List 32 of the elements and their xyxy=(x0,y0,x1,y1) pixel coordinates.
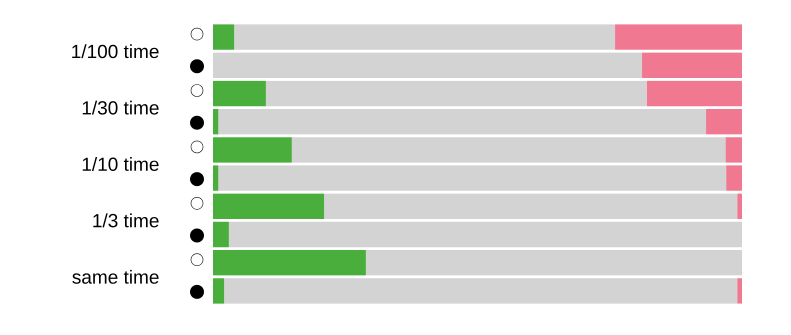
bar xyxy=(213,52,642,78)
bar xyxy=(213,109,218,134)
bar xyxy=(218,109,706,134)
bar xyxy=(642,52,742,78)
bar xyxy=(213,165,218,191)
bar xyxy=(234,24,616,50)
bar xyxy=(615,24,742,50)
bar xyxy=(213,137,292,163)
bar xyxy=(266,80,647,106)
bar xyxy=(324,194,738,219)
y-tick-label: 1/100 time xyxy=(72,44,159,58)
bar xyxy=(726,165,742,191)
bar xyxy=(737,194,742,219)
bar xyxy=(292,137,726,163)
y-tick-label: 1/10 time xyxy=(82,157,159,171)
y-tick-label: 1/30 time xyxy=(82,100,159,115)
bar xyxy=(213,222,229,248)
bar xyxy=(218,165,726,191)
y-tick-label: same time xyxy=(72,270,159,284)
bar xyxy=(213,80,266,106)
bar xyxy=(213,24,234,50)
bar xyxy=(646,80,742,106)
bar xyxy=(726,137,742,163)
bar xyxy=(213,278,224,304)
bar xyxy=(213,250,366,276)
bar xyxy=(706,109,742,134)
bar xyxy=(228,222,742,248)
bar xyxy=(224,278,738,304)
bar xyxy=(213,194,324,219)
bar xyxy=(737,278,742,304)
bar xyxy=(366,250,742,276)
y-tick-label: 1/3 time xyxy=(93,213,159,228)
